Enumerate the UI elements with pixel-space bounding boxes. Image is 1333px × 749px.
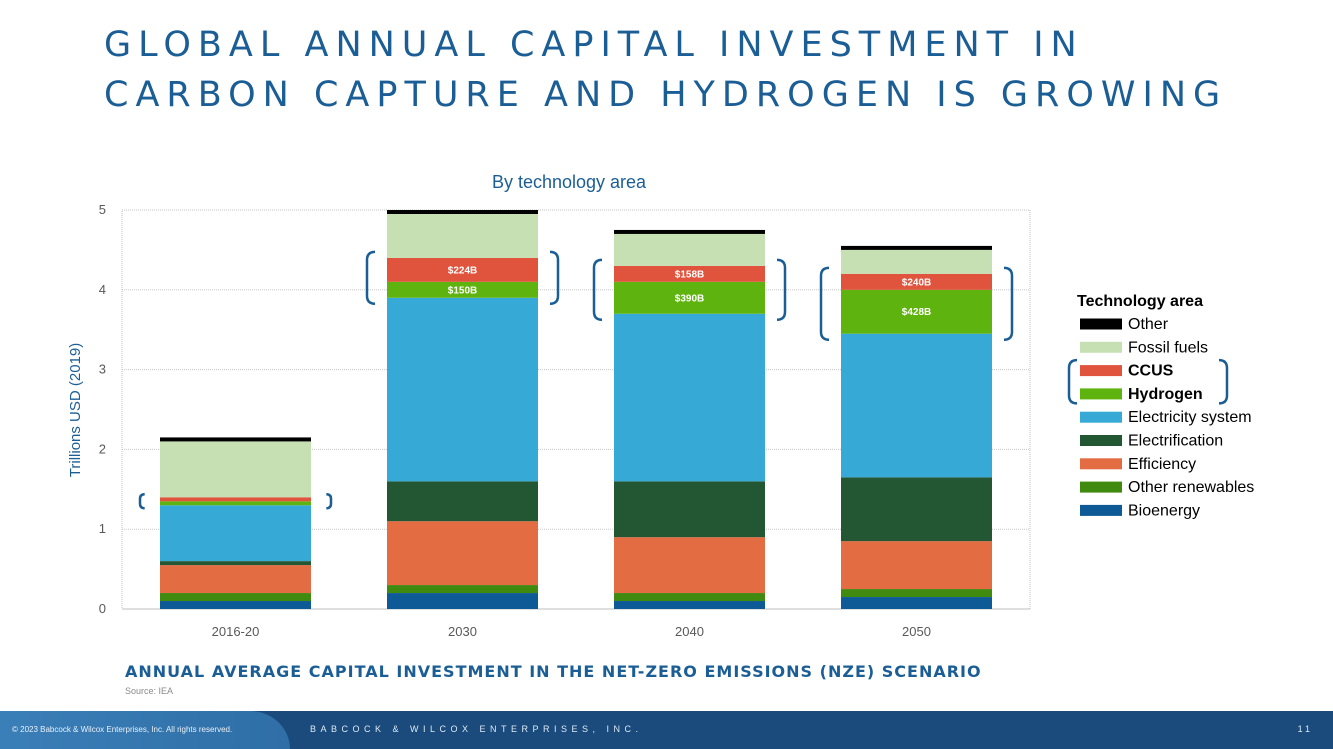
- legend-title: Technology area: [1077, 293, 1203, 310]
- bar-2040-ccus: [614, 265, 765, 282]
- y-tick-label: 0: [99, 601, 106, 616]
- legend-label-electricity-system: Electricity system: [1128, 409, 1252, 426]
- bar-2040-fossil-fuels: [614, 233, 765, 266]
- bar-2050-electricity-system: [841, 333, 992, 478]
- legend-swatch-electricity-system: [1080, 411, 1122, 423]
- legend-swatch-electrification: [1080, 435, 1122, 446]
- bracket-left-2050: [819, 266, 830, 341]
- bar-2050-fossil-fuels: [841, 249, 992, 274]
- slide-title-line-1: GLOBAL ANNUAL CAPITAL INVESTMENT IN: [104, 25, 1084, 65]
- data-label-2050-ccus: $240B: [902, 277, 931, 288]
- legend-label-hydrogen: Hydrogen: [1128, 386, 1203, 403]
- page-number: 11: [1297, 724, 1313, 734]
- bracket-right-2030: [549, 250, 560, 306]
- bracket-right-2016-20: [326, 493, 333, 510]
- legend-swatch-hydrogen: [1080, 388, 1122, 400]
- x-tick-label: 2050: [902, 624, 931, 639]
- source-note: Source: IEA: [125, 686, 174, 696]
- bar-2040-electricity-system: [614, 313, 765, 482]
- y-tick-label: 5: [99, 202, 106, 217]
- bar-2040-efficiency: [614, 537, 765, 594]
- legend-swatch-bioenergy: [1080, 504, 1122, 516]
- bar-2030-ccus: [387, 257, 538, 282]
- chart-caption: ANNUAL AVERAGE CAPITAL INVESTMENT IN THE…: [125, 662, 982, 681]
- data-label-2030-hydrogen: $150B: [448, 285, 477, 296]
- legend-label-ccus: CCUS: [1128, 363, 1174, 380]
- footer-bar: © 2023 Babcock & Wilcox Enterprises, Inc…: [0, 711, 1333, 749]
- bar-2016-20-efficiency: [160, 565, 311, 594]
- legend-label-bioenergy: Bioenergy: [1128, 502, 1200, 519]
- bar-2016-20-other-renewables: [160, 593, 311, 602]
- y-axis-label: Trillions USD (2019): [67, 343, 84, 477]
- bracket-right-2050: [1003, 266, 1014, 341]
- bar-2050-other-renewables: [841, 589, 992, 598]
- chart-title: By technology area: [492, 172, 647, 192]
- legend-swatch-efficiency: [1080, 458, 1122, 470]
- bar-2040-hydrogen: [614, 281, 765, 314]
- bar-2016-20-electrification: [160, 561, 311, 566]
- bar-2050-bioenergy: [841, 597, 992, 609]
- legend-label-other: Other: [1128, 316, 1169, 333]
- company-name: BABCOCK & WILCOX ENTERPRISES, INC.: [310, 724, 643, 734]
- bar-2016-20-fossil-fuels: [160, 441, 311, 498]
- stacked-bar-chart: 0 1 2 3 4 5 By technology area Trillions USD (2…: [67, 172, 1254, 639]
- bar-2016-20-bioenergy: [160, 601, 311, 609]
- data-label-2050-hydrogen: $428B: [902, 307, 931, 318]
- bracket-left-2040: [592, 258, 603, 321]
- legend-swatch-ccus: [1080, 365, 1122, 377]
- data-label-2030-ccus: $224B: [448, 265, 477, 276]
- bar-2016-20-hydrogen: [160, 501, 311, 506]
- copyright-text: © 2023 Babcock & Wilcox Enterprises, Inc…: [12, 725, 233, 734]
- bar-2050-other: [841, 245, 992, 250]
- bar-2030-bioenergy: [387, 593, 538, 609]
- slide-title: GLOBAL ANNUAL CAPITAL INVESTMENT IN CARB…: [104, 20, 1304, 120]
- x-tick-label: 2016-20: [212, 624, 260, 639]
- bar-2030-electrification: [387, 481, 538, 522]
- bar-2050-electrification: [841, 477, 992, 542]
- bar-2016-20-ccus: [160, 497, 311, 502]
- bar-2016-20-other: [160, 437, 311, 442]
- data-label-2040-ccus: $158B: [675, 269, 704, 280]
- bar-2030-other-renewables: [387, 585, 538, 594]
- bar-2030-efficiency: [387, 521, 538, 586]
- legend-bracket-left: [1067, 358, 1078, 405]
- x-tick-label: 2040: [675, 624, 704, 639]
- y-tick-label: 4: [99, 282, 106, 297]
- bar-2050-efficiency: [841, 541, 992, 590]
- legend-label-fossil-fuels: Fossil fuels: [1128, 339, 1208, 356]
- legend-label-efficiency: Efficiency: [1128, 456, 1196, 473]
- bar-2030-hydrogen: [387, 281, 538, 298]
- bar-2030-fossil-fuels: [387, 213, 538, 258]
- slide-title-line-2: CARBON CAPTURE AND HYDROGEN IS GROWING: [104, 75, 1228, 115]
- y-tick-label: 3: [99, 362, 106, 377]
- bar-2030-other: [387, 210, 538, 214]
- bracket-left-2030: [365, 250, 376, 306]
- legend-label-electrification: Electrification: [1128, 433, 1223, 450]
- data-label-2040-hydrogen: $390B: [675, 293, 704, 304]
- bar-2040-other: [614, 229, 765, 234]
- y-tick-label: 2: [99, 441, 106, 456]
- legend-bracket-right: [1218, 358, 1229, 405]
- x-tick-label: 2030: [448, 624, 477, 639]
- bracket-right-2040: [776, 258, 787, 321]
- bracket-left-2016-20: [138, 493, 145, 510]
- bar-2030-electricity-system: [387, 297, 538, 482]
- bar-2016-20-electricity-system: [160, 505, 311, 562]
- legend-swatch-other: [1080, 318, 1122, 330]
- legend-label-other-renewables: Other renewables: [1128, 479, 1254, 496]
- bar-2040-electrification: [614, 481, 765, 538]
- footer-left-tab: © 2023 Babcock & Wilcox Enterprises, Inc…: [0, 711, 290, 749]
- bar-2040-other-renewables: [614, 593, 765, 602]
- legend-swatch-fossil-fuels: [1080, 341, 1122, 353]
- bar-2050-ccus: [841, 273, 992, 290]
- bar-2040-bioenergy: [614, 601, 765, 609]
- y-tick-label: 1: [99, 521, 106, 536]
- bar-2050-hydrogen: [841, 289, 992, 334]
- legend-swatch-other-renewables: [1080, 481, 1122, 493]
